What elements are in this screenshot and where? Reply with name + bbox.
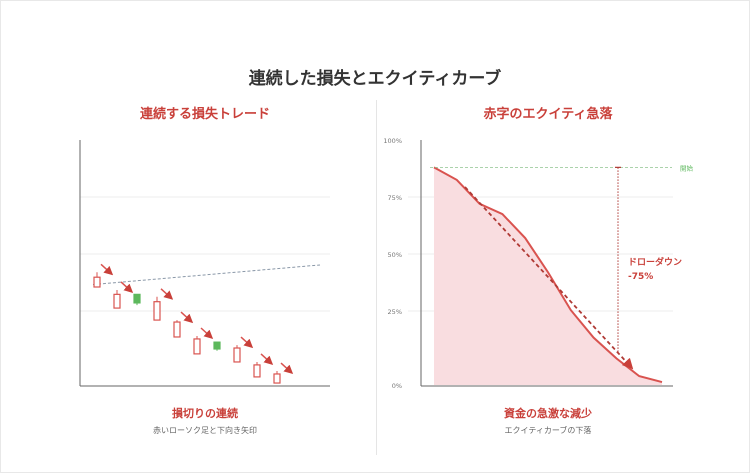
- red-candle: [93, 276, 101, 288]
- y-tick-label: 25%: [388, 308, 402, 316]
- down-arrow-icon: [240, 336, 254, 349]
- left-caption-title: 損切りの連続: [172, 407, 238, 420]
- down-arrow-icon: [180, 311, 194, 324]
- panel-divider: [376, 100, 377, 455]
- down-arrow-icon: [260, 353, 274, 365]
- trend-line: [92, 264, 321, 286]
- green-candle: [133, 293, 141, 304]
- drawdown-label: ドローダウン: [628, 256, 682, 268]
- trend-arrow: [464, 186, 634, 370]
- right-chart-title: 赤字のエクイティ急落: [483, 107, 613, 122]
- down-arrow-icon: [100, 263, 114, 276]
- red-candle: [253, 364, 261, 378]
- drawdown-value: -75%: [628, 272, 653, 282]
- left-caption-sub: 赤いローソク足と下向き矢印: [153, 426, 257, 435]
- y-tick-label: 0%: [392, 382, 402, 390]
- start-label: 開始: [680, 163, 694, 172]
- right-caption-title: 資金の急激な減少: [504, 407, 592, 420]
- red-candle: [273, 373, 281, 384]
- red-candle: [153, 301, 161, 321]
- y-tick-label: 75%: [388, 194, 402, 202]
- right-caption-sub: エクイティカーブの下落: [504, 426, 592, 435]
- red-candle: [173, 321, 181, 338]
- down-arrow-icon: [120, 281, 134, 293]
- down-arrow-icon: [280, 362, 294, 375]
- main-title: 連続した損失とエクイティカーブ: [248, 69, 502, 89]
- y-tick-label: 100%: [383, 137, 402, 145]
- red-candle: [113, 293, 121, 309]
- left-chart-title: 連続する損失トレード: [139, 107, 270, 122]
- down-arrow-icon: [160, 288, 174, 300]
- red-candle: [233, 347, 241, 363]
- red-candle: [193, 338, 201, 355]
- down-arrow-icon: [200, 327, 214, 340]
- green-candle: [213, 341, 221, 350]
- y-tick-label: 50%: [388, 251, 402, 259]
